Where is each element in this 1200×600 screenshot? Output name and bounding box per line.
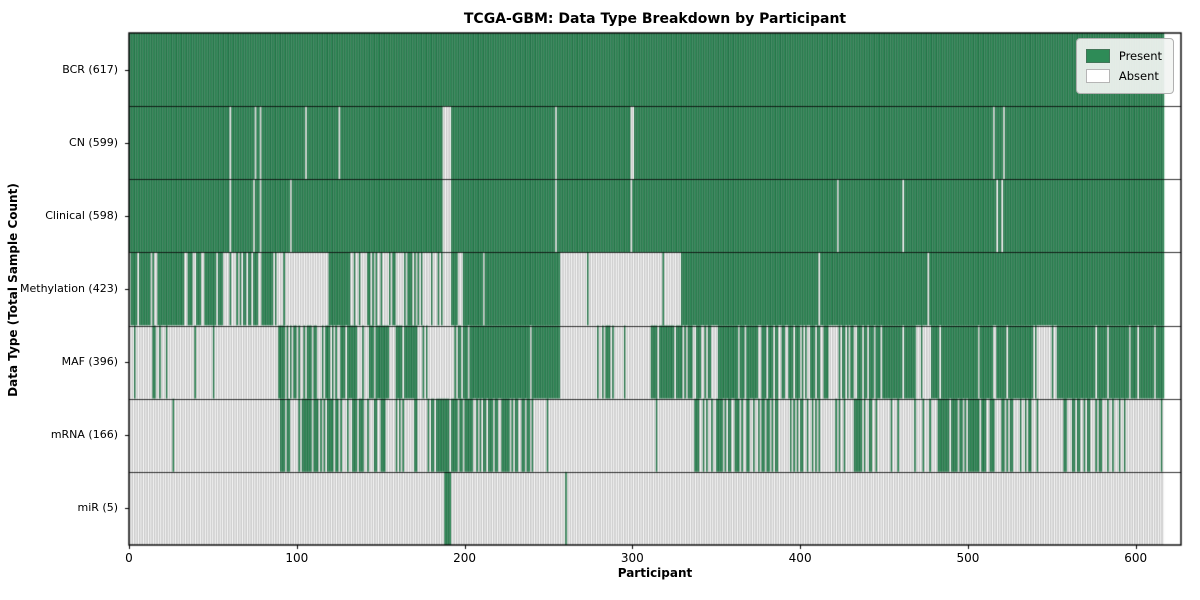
x-tick-label: 600	[1124, 551, 1148, 565]
y-tick-label: miR (5)	[77, 501, 119, 515]
y-tick-label: mRNA (166)	[50, 428, 118, 442]
legend-label-present: Present	[1118, 49, 1162, 63]
legend-item-present: Present	[1085, 46, 1162, 66]
legend: Present Absent	[1075, 38, 1174, 94]
y-tick-label: Clinical (598)	[45, 208, 118, 222]
x-tick-label: 400	[788, 551, 812, 565]
legend-label-absent: Absent	[1118, 69, 1159, 83]
chart-title: TCGA-GBM: Data Type Breakdown by Partici…	[463, 11, 847, 27]
present-swatch-icon	[1085, 49, 1110, 63]
y-tick-label: MAF (396)	[61, 355, 118, 369]
x-tick-label: 200	[453, 551, 477, 565]
legend-item-absent: Absent	[1085, 66, 1162, 86]
x-tick-label: 300	[620, 551, 644, 565]
x-tick-label: 500	[956, 551, 980, 565]
absent-swatch-icon	[1085, 69, 1110, 83]
y-tick-label: Methylation (423)	[20, 282, 118, 295]
y-tick-label: CN (599)	[69, 135, 118, 149]
y-tick-label: BCR (617)	[62, 62, 118, 76]
x-axis-label: Participant	[617, 566, 693, 580]
x-tick-label: 0	[125, 551, 133, 565]
x-tick-label: 100	[285, 551, 309, 565]
